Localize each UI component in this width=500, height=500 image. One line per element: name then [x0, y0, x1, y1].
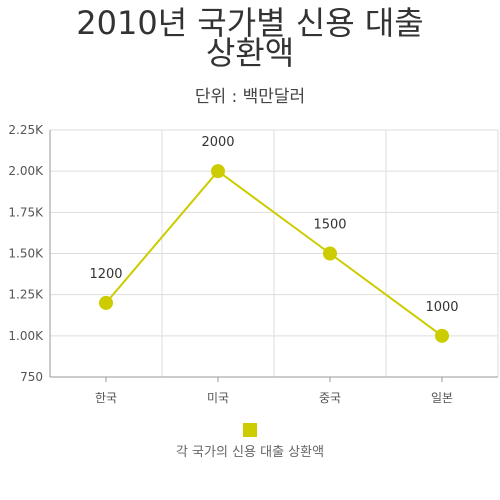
legend-swatch [243, 423, 257, 437]
series-layer [99, 164, 449, 343]
legend-label: 각 국가의 신용 대출 상환액 [176, 445, 324, 460]
y-tick-label: 2.25K [8, 123, 44, 137]
chart-subtitle: 단위 : 백만달러 [195, 87, 305, 107]
y-tick-label: 1.25K [8, 288, 44, 302]
x-tick-label: 미국 [207, 391, 229, 405]
y-tick-label: 1.75K [8, 205, 44, 219]
y-tick-label: 750 [20, 370, 43, 384]
data-point[interactable] [323, 246, 337, 261]
y-tick-label: 1.00K [8, 329, 44, 343]
data-label: 1500 [313, 218, 346, 233]
chart-title-line-2: 상환액 [206, 34, 294, 72]
data-point[interactable] [99, 295, 113, 310]
data-point[interactable] [435, 328, 449, 343]
x-tick-label: 한국 [95, 391, 117, 405]
chart-title-line-1: 2010년 국가별 신용 대출 [76, 4, 423, 42]
x-tick-label: 중국 [319, 391, 341, 405]
y-tick-label: 2.00K [8, 164, 44, 178]
y-tick-label: 1.50K [8, 247, 44, 261]
data-label: 1000 [425, 300, 458, 315]
data-label: 2000 [201, 135, 234, 150]
x-tick-label: 일본 [431, 391, 453, 405]
legend[interactable]: 각 국가의 신용 대출 상환액 [176, 423, 324, 460]
data-labels: 1200 2000 1500 1000 [89, 135, 458, 315]
grid-lines [49, 129, 499, 377]
axes: 750 1.00K 1.25K 1.50K 1.75K 2.00K 2.25K 한국 미국 중국 일… [8, 123, 498, 405]
data-point[interactable] [211, 164, 225, 179]
data-label: 1200 [89, 267, 122, 282]
series-line [105, 169, 443, 337]
